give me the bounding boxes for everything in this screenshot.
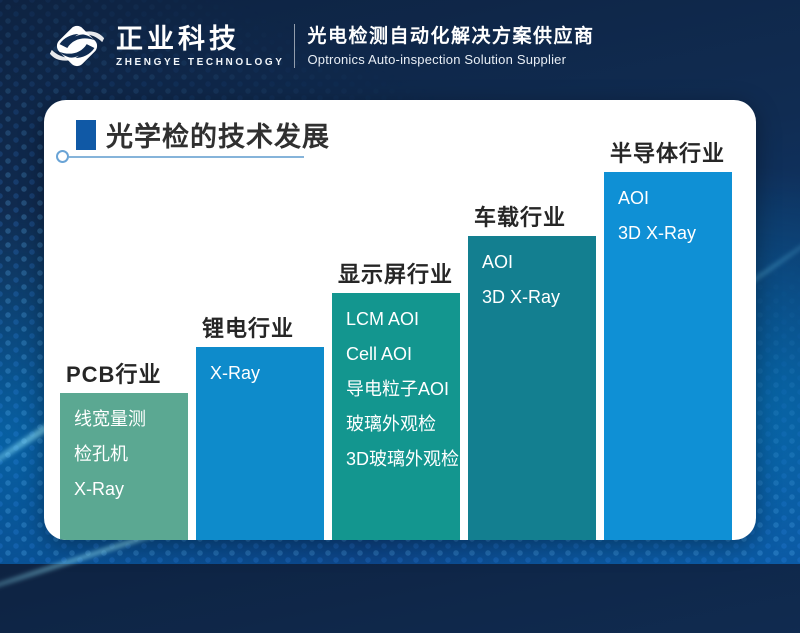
industry-bar-display: LCM AOI Cell AOI 导电粒子AOI 玻璃外观检 3D玻璃外观检 xyxy=(332,293,460,540)
industry-label-pcb: PCB行业 xyxy=(66,362,162,387)
industry-column-semiconductor: 半导体行业 AOI 3D X-Ray xyxy=(604,136,732,540)
tagline-en: Optronics Auto-inspection Solution Suppl… xyxy=(307,52,567,67)
industry-column-automotive: 车载行业 AOI 3D X-Ray xyxy=(468,200,596,540)
brand-block: 正业科技 ZHENGYE TECHNOLOGY xyxy=(116,24,284,68)
industry-bar-pcb: 线宽量测 检孔机 X-Ray xyxy=(60,393,188,540)
bar-item: 检孔机 xyxy=(74,444,128,464)
underline-line xyxy=(69,155,304,158)
app-header: 正业科技 ZHENGYE TECHNOLOGY 光电检测自动化解决方案供应商 O… xyxy=(0,0,800,92)
industry-bar-battery: X-Ray xyxy=(196,347,324,540)
bar-item: 玻璃外观检 xyxy=(346,414,436,434)
zhengye-logo-icon xyxy=(49,25,105,67)
section-header: 光学检的技术发展 xyxy=(44,100,756,163)
tagline-cn: 光电检测自动化解决方案供应商 xyxy=(307,26,595,47)
bar-item: AOI xyxy=(482,252,514,272)
industry-bar-semiconductor: AOI 3D X-Ray xyxy=(604,172,732,540)
bar-item: 3D X-Ray xyxy=(482,287,561,307)
title-bullet-square xyxy=(76,119,96,150)
bar-item: 导电粒子AOI xyxy=(346,379,450,399)
industry-label-semiconductor: 半导体行业 xyxy=(610,141,726,166)
industry-label-battery: 锂电行业 xyxy=(202,316,295,341)
bar-item: 3D X-Ray xyxy=(618,223,697,243)
industry-label-display: 显示屏行业 xyxy=(338,262,454,287)
brand-name-en: ZHENGYE TECHNOLOGY xyxy=(116,57,285,68)
industry-column-display: 显示屏行业 LCM AOI Cell AOI 导电粒子AOI 玻璃外观检 3D玻… xyxy=(332,257,460,540)
title-underline xyxy=(56,150,304,163)
header-divider xyxy=(294,24,296,68)
bar-item: LCM AOI xyxy=(346,309,420,329)
bar-item: AOI xyxy=(618,188,650,208)
bar-item: X-Ray xyxy=(210,363,261,383)
industry-bar-automotive: AOI 3D X-Ray xyxy=(468,236,596,540)
bar-item: Cell AOI xyxy=(346,344,413,364)
bar-item: X-Ray xyxy=(74,479,125,499)
tagline-block: 光电检测自动化解决方案供应商 Optronics Auto-inspection… xyxy=(307,25,594,67)
underline-circle-icon xyxy=(56,150,69,163)
brand-name-cn: 正业科技 xyxy=(116,24,240,54)
industry-column-battery: 锂电行业 X-Ray xyxy=(196,311,324,540)
bar-item: 3D玻璃外观检 xyxy=(346,449,460,469)
slide-card: 光学检的技术发展 PCB行业 线宽量测 检孔机 X-Ray 锂电行业 X-Ray… xyxy=(44,100,756,540)
industry-label-automotive: 车载行业 xyxy=(474,205,567,230)
bar-item: 线宽量测 xyxy=(74,409,146,429)
page-title: 光学检的技术发展 xyxy=(106,122,330,152)
industry-column-pcb: PCB行业 线宽量测 检孔机 X-Ray xyxy=(60,357,188,540)
